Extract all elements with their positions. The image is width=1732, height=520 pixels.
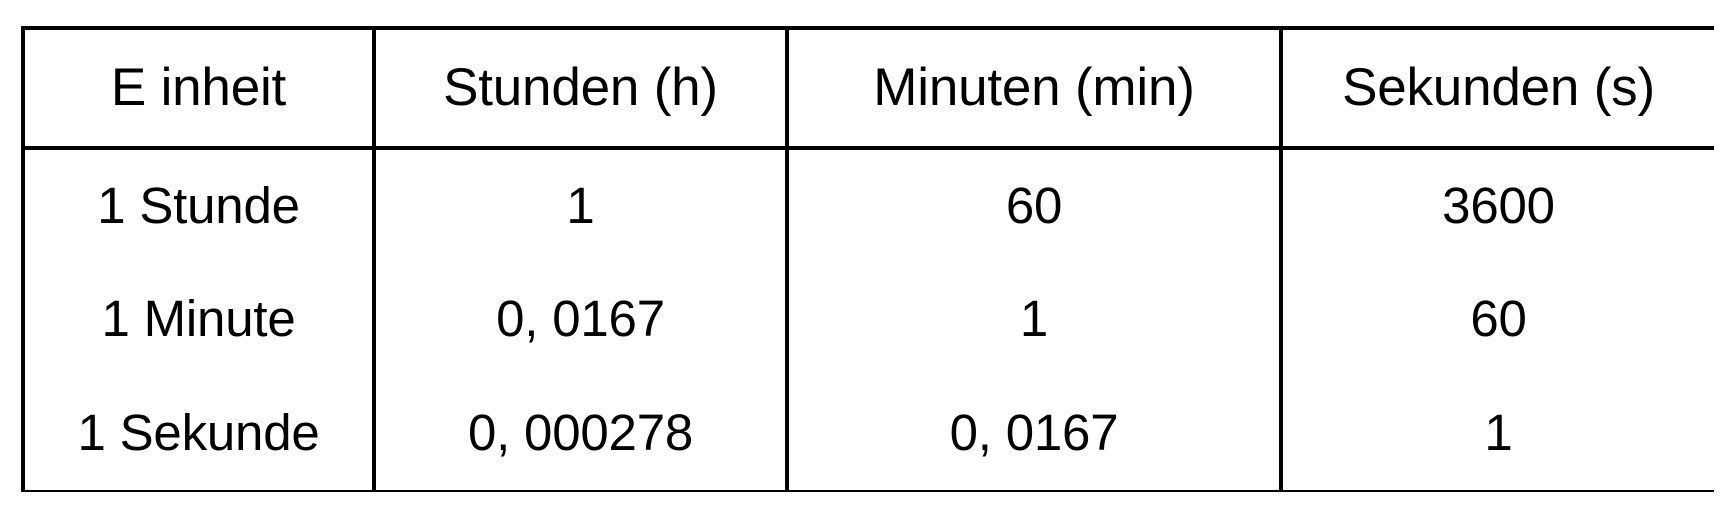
cell-minutes: 0, 0167 — [787, 376, 1283, 490]
conversion-table-container: E inheit Stunden (h) Minuten (min) Sekun… — [21, 26, 1714, 492]
cell-value: 60 — [1470, 290, 1527, 348]
table-header-row: E inheit Stunden (h) Minuten (min) Sekun… — [25, 30, 1714, 150]
cell-value: 1 Sekunde — [77, 404, 320, 462]
cell-value: 0, 000278 — [467, 404, 694, 462]
cell-hours: 1 — [374, 148, 789, 262]
cell-value: 0, 0167 — [949, 404, 1119, 462]
column-header-sekunden-label: Sekunden (s) — [1342, 58, 1655, 118]
cell-value: 1 — [1484, 404, 1513, 462]
cell-seconds: 1 — [1281, 376, 1714, 490]
column-header-einheit: E inheit — [25, 30, 376, 150]
column-header-stunden: Stunden (h) — [374, 30, 789, 150]
table-row: 1 Minute 0, 0167 1 60 — [25, 262, 1714, 376]
column-header-minuten-label: Minuten (min) — [873, 58, 1195, 118]
column-header-stunden-label: Stunden (h) — [443, 58, 718, 118]
cell-value: 60 — [1005, 177, 1063, 235]
column-header-minuten: Minuten (min) — [787, 30, 1283, 150]
cell-minutes: 60 — [787, 148, 1283, 262]
table-header: E inheit Stunden (h) Minuten (min) Sekun… — [25, 30, 1714, 150]
cell-unit-name: 1 Minute — [25, 262, 376, 376]
table-body: 1 Stunde 1 60 3600 1 Minute — [25, 148, 1714, 490]
cell-value: 1 — [1019, 290, 1049, 348]
time-unit-conversion-table: E inheit Stunden (h) Minuten (min) Sekun… — [25, 30, 1714, 490]
cell-hours: 0, 000278 — [374, 376, 789, 490]
column-header-sekunden: Sekunden (s) — [1281, 30, 1714, 150]
cell-value: 1 Stunde — [97, 177, 300, 235]
table-row: 1 Stunde 1 60 3600 — [25, 148, 1714, 262]
cell-seconds: 60 — [1281, 262, 1714, 376]
cell-unit-name: 1 Stunde — [25, 148, 376, 262]
cell-hours: 0, 0167 — [374, 262, 789, 376]
column-header-einheit-label: E inheit — [110, 58, 287, 118]
cell-value: 1 Minute — [101, 290, 296, 348]
cell-value: 3600 — [1442, 177, 1555, 235]
cell-unit-name: 1 Sekunde — [25, 376, 376, 490]
cell-value: 1 — [566, 177, 595, 235]
cell-seconds: 3600 — [1281, 148, 1714, 262]
cell-minutes: 1 — [787, 262, 1283, 376]
table-row: 1 Sekunde 0, 000278 0, 0167 1 — [25, 376, 1714, 490]
cell-value: 0, 0167 — [496, 290, 665, 348]
